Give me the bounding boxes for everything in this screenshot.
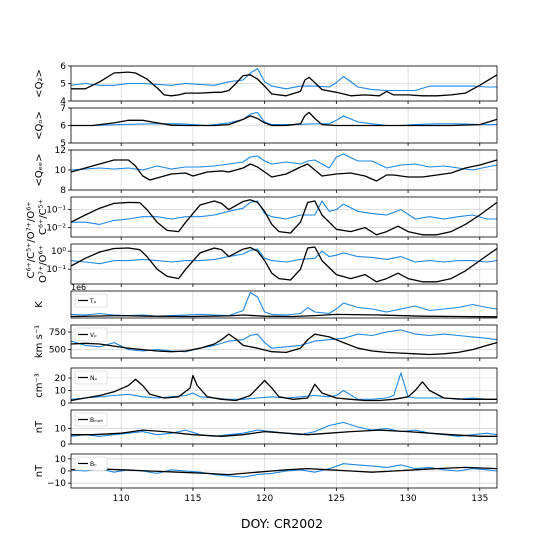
series-observed: [70, 68, 497, 92]
series-model: [70, 333, 498, 356]
y-tick-label: 4: [60, 97, 66, 107]
panel-8: 0 10 20 cm⁻³ Nₚ: [34, 367, 498, 409]
series-model: [71, 71, 498, 97]
panel-frame: [70, 367, 498, 404]
series-model: [70, 159, 498, 182]
series-model: [70, 466, 498, 476]
legend-label: Bₙ: [90, 461, 97, 468]
legend: Vₚ: [74, 327, 108, 342]
y-axis-label: nT: [34, 464, 45, 477]
y-tick-label: 10⁰: [51, 247, 66, 257]
legend: Bₙ: [74, 456, 108, 471]
legend-box: [74, 370, 108, 385]
series-observed: [71, 111, 497, 127]
x-tick-label: 125: [328, 494, 345, 504]
x-tick-label: 135: [471, 494, 488, 504]
x-tick-label: 115: [184, 494, 201, 504]
series-model: [70, 374, 497, 402]
legend-label: Tₚ: [89, 298, 97, 305]
y-tick-label: 0: [60, 399, 66, 409]
y-tick-label: 0: [60, 440, 66, 450]
y-tick-label: 12: [55, 146, 66, 156]
x-axis-label: DOY: CR2002: [241, 516, 323, 531]
y-axis-label: cm⁻³: [34, 373, 45, 398]
panel-7: 500 750 km s⁻¹ Vₚ: [34, 324, 498, 361]
series-observed: [70, 153, 498, 171]
legend-box: [74, 293, 108, 308]
y-axis-label: nT: [34, 420, 45, 433]
panel-9: 0 10 nT Bₘₐ₉: [34, 409, 498, 450]
panel-2: 5 6 7 <Qₒ>: [34, 104, 498, 149]
y-tick-label: 20: [55, 374, 67, 384]
y-axis-label: O⁷⁺/O⁶⁺: [38, 245, 49, 283]
y-tick-label: 10⁻²: [46, 224, 66, 234]
y-axis-label: <Q₂>: [34, 69, 45, 98]
y-axis-label: km s⁻¹: [34, 325, 45, 358]
series-model: [70, 313, 498, 318]
x-tick-label: 110: [113, 494, 130, 504]
y-tick-label: 10: [55, 455, 67, 465]
panel-frame: [70, 243, 498, 285]
y-axis-label: <Qₒ>: [34, 111, 45, 140]
y-tick-label: 500: [49, 346, 66, 356]
x-tick-label: 120: [256, 494, 273, 504]
y-tick-label: 10: [55, 166, 67, 176]
panel-frame: [70, 324, 498, 359]
panel-frame: [70, 196, 498, 238]
series-model: [71, 429, 497, 437]
series-model: [70, 199, 498, 236]
legend-label: Bₘₐ₉: [90, 417, 103, 424]
series-observed: [71, 200, 497, 225]
series-model: [70, 246, 498, 283]
y-axis-label: <Qₑₑ>: [34, 154, 45, 187]
legend-label: Vₚ: [90, 332, 97, 339]
legend: Bₘₐ₉: [74, 412, 108, 427]
panel-3: 8 10 12 <Qₑₑ>: [34, 146, 498, 196]
y-axis-label: K: [34, 301, 45, 308]
panel-1: 4 5 6 <Q₂>: [34, 62, 498, 107]
panel-frame: [70, 409, 498, 445]
legend-box: [74, 456, 108, 471]
y-tick-label: 5: [60, 80, 66, 90]
y-tick-label: 7: [60, 104, 66, 114]
series-model: [71, 111, 498, 127]
chart-panels: 456<Q₂>567<Qₒ>81012<Qₑₑ>10⁻¹10⁻²C⁶⁺/C⁵⁺1…: [26, 62, 498, 504]
legend-box: [74, 412, 108, 427]
y-tick-label: 10: [55, 387, 67, 397]
panel-5: 10⁰ 10⁻¹O⁷⁺/O⁶⁺: [38, 243, 498, 287]
y-axis-label: C⁶⁺/C⁵⁺: [38, 199, 49, 235]
legend-box: [74, 327, 108, 342]
y-tick-label: 750: [49, 328, 66, 338]
panel-4: 10⁻¹ 10⁻²C⁶⁺/C⁵⁺: [38, 196, 498, 240]
y-tick-label: 8: [60, 186, 66, 196]
y-tick-label: 5: [60, 139, 66, 149]
legend: Nₚ: [74, 370, 108, 385]
shared-y-axis-label: C⁶⁺/C⁵⁺/O⁷⁺/O⁶⁺: [26, 202, 37, 279]
x-tick-label: 130: [399, 494, 416, 504]
y-tick-label: 10: [55, 425, 67, 435]
y-offset-label: 1e6: [71, 283, 86, 292]
y-tick-label: 6: [60, 122, 66, 132]
series-observed: [70, 291, 498, 317]
panel-10: −10 0 10 nT Bₙ 110 115 120 125 130 135: [34, 453, 498, 504]
series-observed: [70, 372, 497, 400]
panel-frame: [70, 290, 498, 319]
y-tick-label: 10⁻¹: [46, 265, 66, 275]
legend-label: Nₚ: [90, 375, 97, 382]
legend: Tₚ: [74, 293, 108, 308]
y-tick-label: −10: [47, 479, 66, 489]
y-tick-label: 6: [60, 62, 66, 72]
y-tick-label: 0: [60, 467, 66, 477]
y-tick-label: 10⁻¹: [46, 206, 66, 216]
series-observed: [70, 248, 498, 265]
series-observed: [70, 421, 498, 437]
